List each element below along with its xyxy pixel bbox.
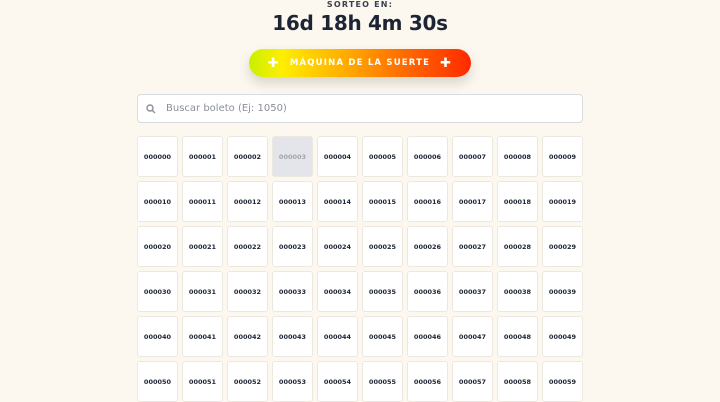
ticket[interactable]: 000002: [227, 136, 268, 177]
ticket[interactable]: 000017: [452, 181, 493, 222]
search-box: [137, 94, 583, 123]
ticket[interactable]: 000042: [227, 316, 268, 357]
ticket[interactable]: 000057: [452, 361, 493, 402]
ticket[interactable]: 000029: [542, 226, 583, 267]
ticket[interactable]: 000049: [542, 316, 583, 357]
ticket[interactable]: 000059: [542, 361, 583, 402]
ticket[interactable]: 000033: [272, 271, 313, 312]
ticket[interactable]: 000046: [407, 316, 448, 357]
ticket[interactable]: 000013: [272, 181, 313, 222]
ticket[interactable]: 000018: [497, 181, 538, 222]
ticket[interactable]: 000014: [317, 181, 358, 222]
ticket[interactable]: 000015: [362, 181, 403, 222]
search-icon: [146, 103, 156, 113]
ticket[interactable]: 000030: [137, 271, 178, 312]
ticket[interactable]: 000004: [317, 136, 358, 177]
ticket[interactable]: 000001: [182, 136, 223, 177]
ticket[interactable]: 000008: [497, 136, 538, 177]
ticket[interactable]: 000052: [227, 361, 268, 402]
ticket[interactable]: 000054: [317, 361, 358, 402]
ticket[interactable]: 000048: [497, 316, 538, 357]
search-input[interactable]: [164, 102, 568, 115]
ticket[interactable]: 000026: [407, 226, 448, 267]
ticket[interactable]: 000025: [362, 226, 403, 267]
ticket[interactable]: 000032: [227, 271, 268, 312]
ticket[interactable]: 000058: [497, 361, 538, 402]
ticket[interactable]: 000020: [137, 226, 178, 267]
ticket[interactable]: 000005: [362, 136, 403, 177]
countdown-timer: 16d 18h 4m 30s: [272, 11, 448, 35]
draw-label: SORTEO EN:: [326, 0, 394, 9]
ticket[interactable]: 000011: [182, 181, 223, 222]
ticket[interactable]: 000038: [497, 271, 538, 312]
ticket[interactable]: 000037: [452, 271, 493, 312]
ticket[interactable]: 000051: [182, 361, 223, 402]
ticket[interactable]: 000039: [542, 271, 583, 312]
ticket[interactable]: 000000: [137, 136, 178, 177]
ticket[interactable]: 000022: [227, 226, 268, 267]
ticket[interactable]: 000023: [272, 226, 313, 267]
ticket[interactable]: 000043: [272, 316, 313, 357]
ticket[interactable]: 000027: [452, 226, 493, 267]
ticket[interactable]: 000024: [317, 226, 358, 267]
ticket[interactable]: 000028: [497, 226, 538, 267]
ticket-sold: 000003: [272, 136, 313, 177]
ticket[interactable]: 000019: [542, 181, 583, 222]
ticket[interactable]: 000006: [407, 136, 448, 177]
ticket[interactable]: 000012: [227, 181, 268, 222]
ticket[interactable]: 000034: [317, 271, 358, 312]
ticket[interactable]: 000016: [407, 181, 448, 222]
lucky-machine-label: MÁQUINA DE LA SUERTE: [289, 58, 431, 68]
ticket[interactable]: 000009: [542, 136, 583, 177]
plus-icon: ✚: [267, 55, 280, 71]
ticket-grid: 000000 000001 000002 000003 000004 000005 0000…: [137, 136, 583, 402]
ticket[interactable]: 000010: [137, 181, 178, 222]
ticket[interactable]: 000044: [317, 316, 358, 357]
ticket[interactable]: 000053: [272, 361, 313, 402]
ticket[interactable]: 000047: [452, 316, 493, 357]
ticket[interactable]: 000007: [452, 136, 493, 177]
ticket[interactable]: 000035: [362, 271, 403, 312]
ticket[interactable]: 000031: [182, 271, 223, 312]
ticket[interactable]: 000040: [137, 316, 178, 357]
ticket[interactable]: 000041: [182, 316, 223, 357]
ticket[interactable]: 000021: [182, 226, 223, 267]
ticket[interactable]: 000045: [362, 316, 403, 357]
ticket[interactable]: 000056: [407, 361, 448, 402]
lucky-machine-button[interactable]: ✚ MÁQUINA DE LA SUERTE ✚: [249, 49, 471, 77]
ticket[interactable]: 000036: [407, 271, 448, 312]
ticket[interactable]: 000055: [362, 361, 403, 402]
plus-icon: ✚: [440, 55, 453, 71]
ticket[interactable]: 000050: [137, 361, 178, 402]
